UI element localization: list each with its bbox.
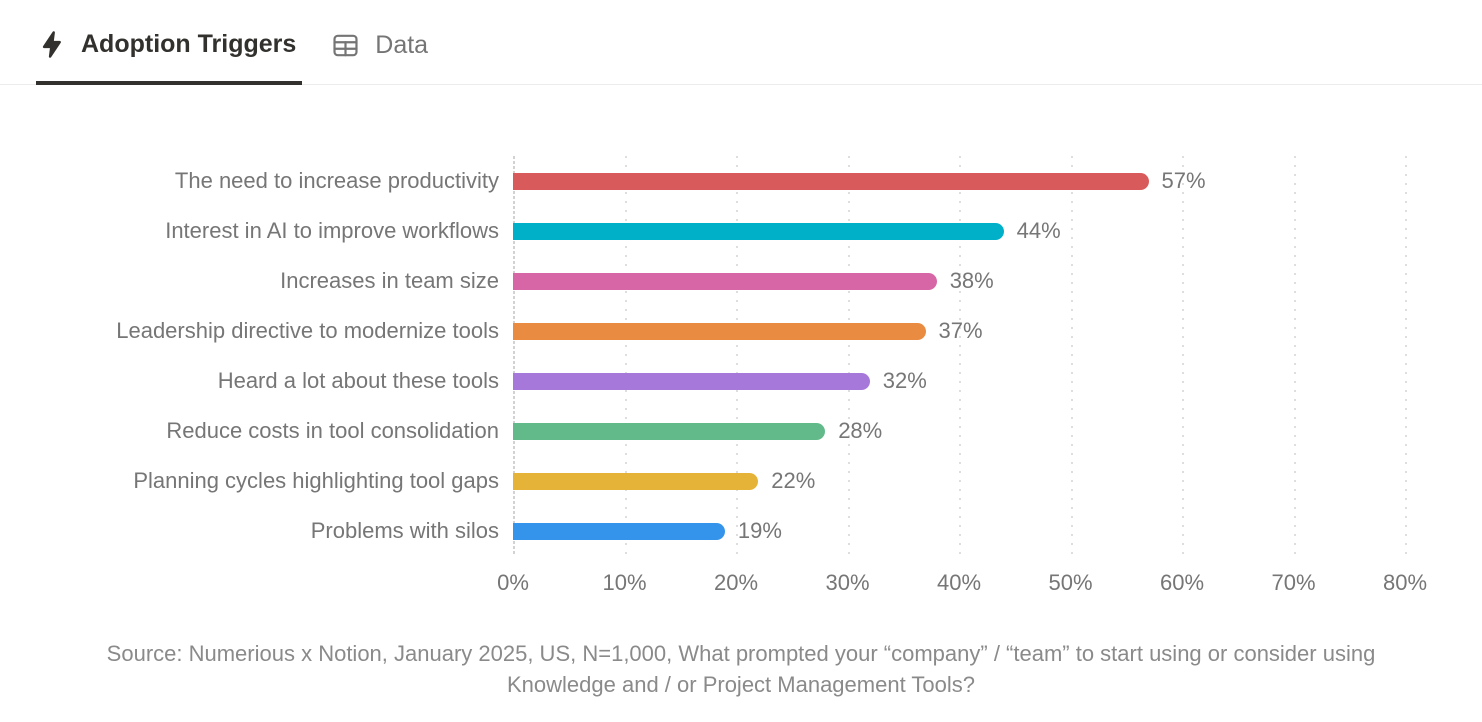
bar-row: Problems with silos 19% [0,506,1482,556]
value-label: 38% [949,268,994,293]
bar-row: Heard a lot about these tools 32% [0,356,1482,406]
bar-track: 37% [513,318,1405,344]
bar-track: 57% [513,168,1405,194]
x-axis: 0% 10% 20% 30% 40% 50% 60% 70% 80% [497,556,1427,604]
bar [513,322,926,340]
bar-track: 28% [513,418,1405,444]
bar-track: 38% [513,268,1405,294]
value-label: 44% [1016,218,1061,243]
bar-track: 44% [513,218,1405,244]
bar-row: Reduce costs in tool consolidation 28% [0,406,1482,456]
x-tick: 0% [497,570,529,595]
source-caption: Source: Numerious x Notion, January 2025… [106,641,1376,698]
x-tick: 50% [1048,570,1093,595]
value-label: 28% [838,418,883,443]
category-label: Reduce costs in tool consolidation [166,418,499,443]
bar-chart: The need to increase productivity 57% In… [0,156,1482,604]
category-label: Leadership directive to modernize tools [116,318,499,343]
category-label: Planning cycles highlighting tool gaps [133,468,499,493]
bar [513,522,725,540]
tab-data[interactable]: Data [328,26,434,85]
x-tick: 10% [602,570,647,595]
x-tick: 30% [825,570,870,595]
bar-row: Leadership directive to modernize tools … [0,306,1482,356]
bar-row: Planning cycles highlighting tool gaps 2… [0,456,1482,506]
lightning-bolt-icon [38,28,67,61]
value-label: 22% [771,468,816,493]
tab-adoption-triggers[interactable]: Adoption Triggers [36,24,303,85]
table-icon [330,30,361,61]
bar-track: 19% [513,518,1405,544]
value-label: 19% [737,518,782,543]
bar-track: 32% [513,368,1405,394]
tab-label: Data [375,31,429,59]
bar [513,172,1149,190]
x-tick: 60% [1159,570,1205,595]
bar-track: 22% [513,468,1405,494]
category-label: Increases in team size [280,268,499,293]
value-label: 57% [1161,168,1206,193]
category-label: Interest in AI to improve workflows [165,218,499,243]
bar [513,372,870,390]
tab-bar: Adoption Triggers Data [0,0,1482,85]
category-label: Problems with silos [310,518,499,543]
x-tick: 40% [936,570,982,595]
bar [513,472,759,490]
x-tick: 80% [1382,570,1428,595]
bar-row: The need to increase productivity 57% [0,156,1482,206]
value-label: 32% [882,368,927,393]
bar [513,222,1004,240]
tab-label: Adoption Triggers [81,30,297,58]
bar-rows: The need to increase productivity 57% In… [0,156,1482,556]
bar-row: Increases in team size 38% [0,256,1482,306]
x-tick: 70% [1271,570,1316,595]
value-label: 37% [938,318,983,343]
category-label: Heard a lot about these tools [217,368,499,393]
x-tick: 20% [713,570,759,595]
bar-row: Interest in AI to improve workflows 44% [0,206,1482,256]
category-label: The need to increase productivity [174,168,499,193]
bar [513,272,937,290]
bar [513,422,826,440]
